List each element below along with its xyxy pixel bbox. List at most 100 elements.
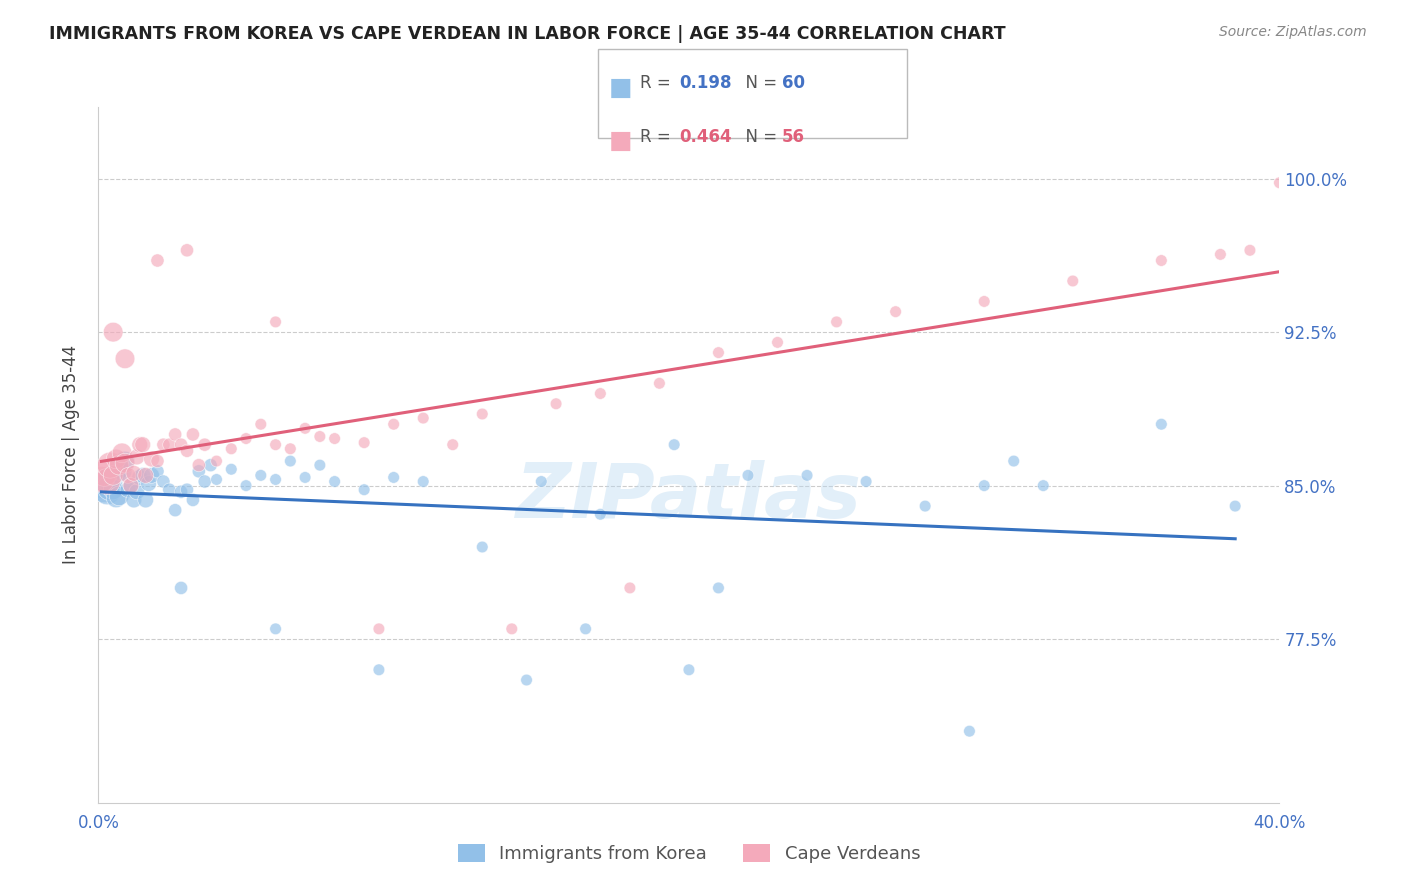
Point (619, 581, 641, 595)
Point (187, 464, 209, 478)
Point (122, 492, 145, 507)
Point (264, 622, 287, 636)
Point (138, 476, 160, 491)
Text: 0.464: 0.464 (679, 128, 731, 145)
Text: 56: 56 (782, 128, 804, 145)
Point (353, 435, 375, 450)
Point (530, 475, 553, 489)
Point (546, 397, 568, 411)
Point (1239, 244, 1261, 258)
Point (120, 478, 142, 492)
Point (157, 438, 180, 452)
Point (294, 470, 316, 484)
Point (105, 491, 128, 505)
Point (181, 427, 204, 442)
Point (294, 421, 316, 435)
Point (382, 417, 405, 432)
Point (221, 442, 243, 456)
Text: IMMIGRANTS FROM KOREA VS CAPE VERDEAN IN LABOR FORCE | AGE 35-44 CORRELATION CHA: IMMIGRANTS FROM KOREA VS CAPE VERDEAN IN… (49, 25, 1005, 43)
Point (441, 438, 464, 452)
Point (108, 489, 131, 503)
Point (1150, 417, 1173, 432)
Point (205, 473, 228, 487)
Point (471, 540, 494, 554)
Point (176, 483, 198, 497)
Point (170, 438, 193, 452)
Point (648, 376, 671, 391)
Point (1002, 454, 1025, 468)
Point (187, 458, 209, 472)
Text: R =: R = (640, 74, 676, 92)
Point (108, 462, 131, 476)
Point (103, 470, 125, 484)
Point (90, 478, 112, 492)
Point (855, 475, 877, 489)
Point (737, 468, 759, 483)
Point (132, 468, 155, 483)
Point (152, 475, 174, 489)
Point (105, 467, 128, 481)
Point (152, 438, 174, 452)
Point (221, 462, 243, 476)
Point (194, 475, 217, 489)
Point (108, 458, 131, 472)
Point (250, 417, 273, 432)
Point (132, 438, 155, 452)
Point (825, 315, 848, 329)
Point (707, 345, 730, 359)
Point (165, 427, 187, 442)
Point (471, 407, 494, 421)
Point (125, 450, 148, 464)
Point (135, 492, 157, 507)
Point (664, 438, 686, 452)
Point (280, 454, 302, 468)
Point (181, 492, 204, 507)
Text: 0.198: 0.198 (679, 74, 731, 92)
Text: ■: ■ (609, 76, 633, 100)
Point (264, 473, 287, 487)
Point (884, 304, 907, 318)
Point (103, 468, 125, 483)
Point (117, 483, 139, 497)
Point (707, 581, 730, 595)
Point (412, 411, 434, 425)
Point (235, 478, 257, 492)
Point (111, 446, 134, 460)
Point (105, 452, 128, 467)
Point (368, 663, 391, 677)
Point (128, 438, 150, 452)
Point (235, 432, 257, 446)
Point (353, 483, 375, 497)
Point (280, 442, 302, 456)
Point (117, 468, 139, 483)
Text: ZIPatlas: ZIPatlas (516, 459, 862, 533)
Point (103, 483, 125, 497)
Point (264, 315, 287, 329)
Point (98, 458, 121, 472)
Point (146, 464, 169, 478)
Point (323, 432, 346, 446)
Point (309, 429, 332, 443)
Point (382, 470, 405, 484)
Point (96, 475, 118, 489)
Point (120, 478, 142, 492)
Text: R =: R = (640, 128, 676, 145)
Point (170, 484, 193, 499)
Text: N =: N = (735, 74, 783, 92)
Legend: Immigrants from Korea, Cape Verdeans: Immigrants from Korea, Cape Verdeans (450, 837, 928, 871)
Point (141, 468, 163, 483)
Point (575, 622, 598, 636)
Point (111, 464, 134, 478)
Point (973, 478, 995, 492)
Point (501, 622, 523, 636)
Point (176, 244, 198, 258)
Text: ■: ■ (609, 129, 633, 153)
Point (796, 468, 818, 483)
Point (589, 386, 612, 401)
Point (93, 476, 115, 491)
Point (93, 467, 115, 481)
Point (678, 663, 700, 677)
Point (959, 724, 981, 739)
Point (766, 335, 789, 350)
Point (128, 470, 150, 484)
